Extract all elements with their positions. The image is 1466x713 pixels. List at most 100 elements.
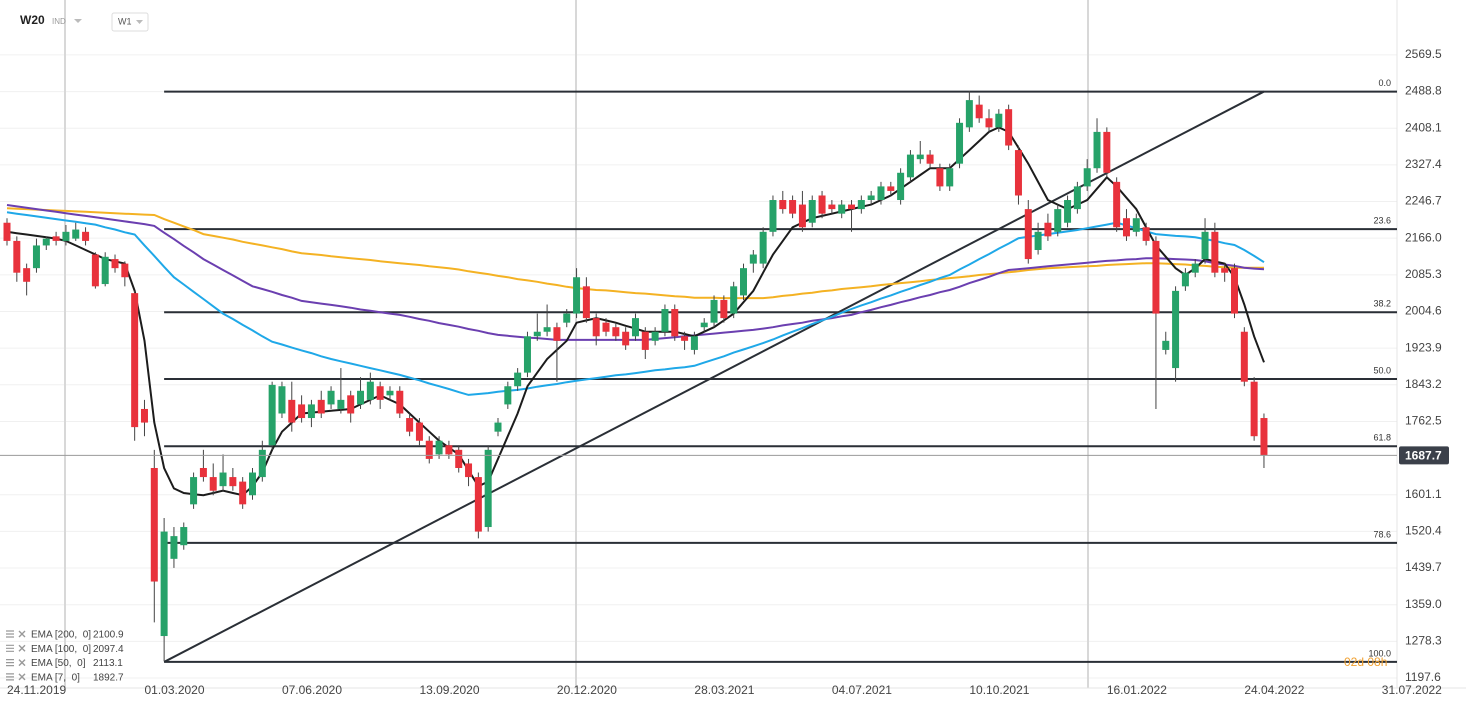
y-tick-label: 1278.3 (1405, 634, 1442, 648)
y-tick-label: 2085.3 (1405, 267, 1442, 281)
legend-remove-icon[interactable] (18, 630, 26, 638)
candle-body (592, 318, 600, 337)
interval-select[interactable] (111, 12, 149, 32)
candle-body (474, 477, 482, 532)
legend-remove-icon[interactable] (18, 644, 26, 652)
y-tick-label: 2004.6 (1405, 304, 1442, 318)
candle-body (779, 200, 787, 210)
symbol-type: IND (52, 17, 66, 26)
candle-body (484, 449, 492, 528)
y-tick-label: 1359.0 (1405, 597, 1442, 611)
candle-body (199, 467, 207, 478)
interval-arrow (136, 20, 143, 24)
y-tick-label: 2166.0 (1405, 230, 1442, 244)
legend-menu-icon[interactable] (6, 673, 14, 681)
candle-body (219, 472, 227, 487)
candle-body (985, 118, 993, 128)
legend-remove-icon[interactable] (18, 673, 26, 681)
candle-body (494, 422, 502, 432)
candle-body (808, 200, 816, 223)
candle-body (1103, 131, 1111, 173)
candle-body (121, 263, 129, 278)
candle-body (278, 386, 286, 414)
candle-body (1064, 200, 1072, 223)
candle-body (1260, 418, 1268, 456)
candle-body (1005, 109, 1013, 146)
last-price-box (1399, 446, 1449, 465)
y-tick-label: 1520.4 (1405, 524, 1442, 538)
y-tick-label: 2408.1 (1405, 120, 1442, 134)
candles (3, 91, 1268, 662)
candle-body (13, 240, 21, 273)
x-tick-label: 04.07.2021 (832, 683, 892, 697)
candle-body (288, 399, 296, 423)
candle-body (91, 254, 99, 287)
candle-body (1024, 209, 1032, 260)
candle-body (681, 336, 689, 341)
candle-body (622, 331, 630, 346)
candle-body (180, 527, 188, 546)
legend-value: 2097.4 (93, 644, 124, 655)
fib-level-label: 23.6 (1373, 215, 1391, 225)
candle-body (1142, 227, 1150, 241)
symbol: W20 (20, 13, 45, 27)
y-tick-label: 1762.5 (1405, 414, 1442, 428)
legend-value: 1892.7 (93, 673, 124, 684)
candle-body (337, 399, 345, 409)
toolbar: W20 IND W1 (20, 12, 149, 32)
candle-body (160, 531, 168, 637)
y-tick-label: 2488.8 (1405, 84, 1442, 98)
y-tick-label: 1601.1 (1405, 487, 1442, 501)
fib-level-label: 100.0 (1368, 648, 1391, 658)
legend-menu-icon[interactable] (6, 630, 14, 638)
candle-body (838, 204, 846, 214)
candle-body (1132, 218, 1140, 232)
candle-body (1093, 131, 1101, 169)
fib-level-label: 61.8 (1373, 433, 1391, 443)
legend-menu-icon[interactable] (6, 644, 14, 652)
candle-body (700, 322, 708, 328)
candle-body (42, 238, 50, 246)
symbol-dropdown[interactable] (74, 19, 82, 23)
candle-body (641, 331, 649, 350)
x-tick-label: 10.10.2021 (969, 683, 1029, 697)
candle-body (906, 154, 914, 178)
candle-body (946, 168, 954, 187)
candle-body (386, 390, 394, 396)
candle-body (415, 422, 423, 441)
candle-body (445, 445, 453, 455)
legend-menu-icon[interactable] (6, 659, 14, 667)
legend-label: EMA [7, 0] (31, 673, 80, 684)
candle-body (1034, 231, 1042, 250)
x-tick-label: 24.11.2019 (7, 683, 66, 697)
candle-body (867, 195, 875, 201)
axes: 1197.6 1278.3 1359.0 1439.7 1520.4 1601.1 1762… (0, 47, 1449, 697)
candle-body (926, 154, 934, 164)
candle-body (504, 386, 512, 405)
x-tick-label: 28.03.2021 (694, 683, 754, 697)
y-tick-label: 1197.6 (1405, 670, 1441, 684)
candle-body (514, 372, 522, 387)
x-tick-label: 16.01.2022 (1107, 683, 1167, 697)
legend-remove-icon[interactable] (18, 659, 26, 667)
candle-body (435, 440, 443, 455)
candle-body (239, 481, 247, 505)
candle-body (690, 336, 698, 350)
x-tick-label: 24.04.2022 (1244, 683, 1304, 697)
candle-body (170, 536, 178, 559)
candle-body (553, 327, 561, 341)
candle-body (347, 395, 355, 414)
candle-body (1073, 186, 1081, 210)
candle-body (455, 449, 463, 468)
candle-body (82, 231, 90, 241)
candle-body (740, 268, 747, 296)
y-tick-label: 1923.9 (1405, 340, 1442, 354)
candle-body (897, 172, 905, 201)
candle-body (582, 286, 590, 319)
candle-body (759, 231, 767, 264)
candle-body (573, 277, 581, 314)
candle-body (32, 245, 40, 269)
candle-body (249, 472, 256, 496)
